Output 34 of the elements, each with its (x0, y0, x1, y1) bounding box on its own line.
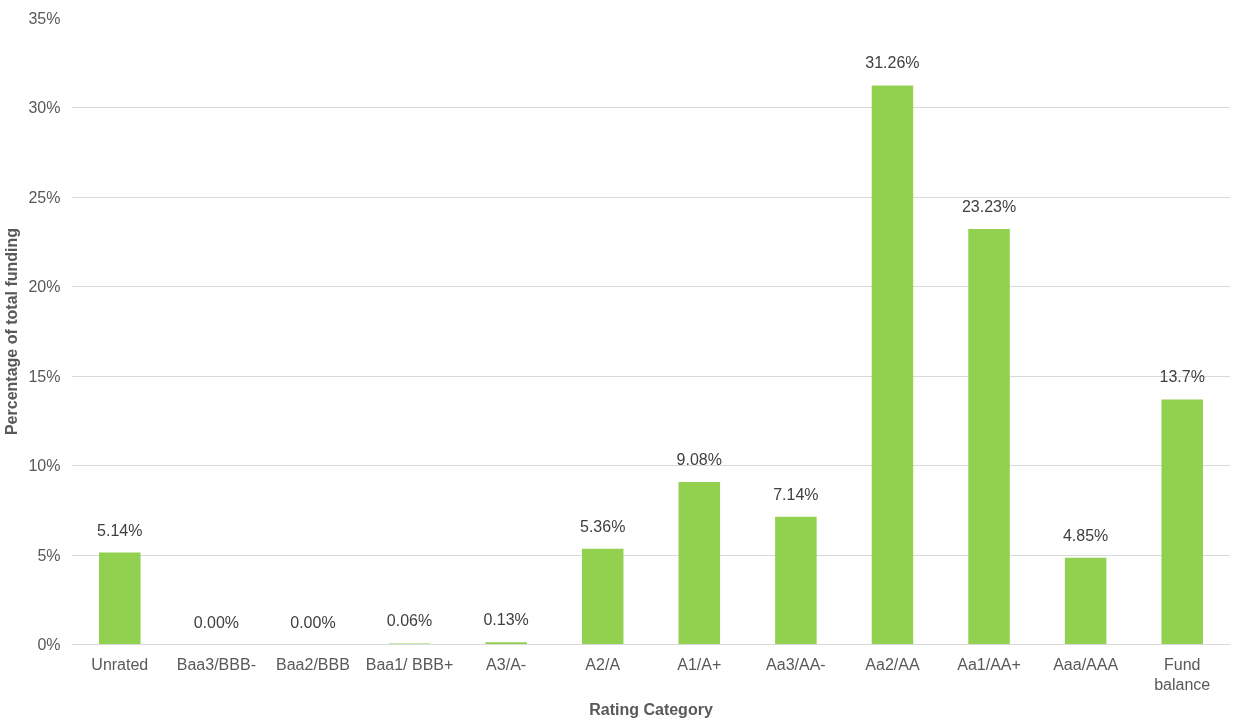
x-tick-label: Aa1/AA+ (957, 655, 1021, 673)
y-axis-title: Percentage of total funding (3, 227, 21, 436)
x-axis-title: Rating Category (589, 700, 713, 718)
data-label: 5.14% (97, 521, 143, 539)
y-tick-label: 0% (37, 636, 61, 653)
y-tick-label: 20% (28, 278, 61, 296)
data-label: 0.06% (386, 612, 433, 630)
x-tick-label: Aa2/AA (865, 655, 920, 673)
y-tick-label: 5% (37, 546, 61, 564)
x-tick-label: Aaa/AAA (1053, 655, 1119, 673)
x-tick-label: Baa1/ BBB+ (365, 655, 454, 673)
x-tick-label: Fund balance (1154, 655, 1211, 693)
x-tick-label: Baa3/BBB- (176, 655, 256, 673)
y-tick-label: 25% (28, 188, 61, 206)
y-tick-label: 35% (28, 10, 61, 27)
y-tick-label: 30% (28, 99, 61, 117)
x-tick-label: A1/A+ (677, 655, 722, 673)
x-tick-label: A2/A (585, 655, 621, 673)
y-tick-label: 15% (28, 367, 61, 385)
y-tick-label: 10% (28, 457, 61, 475)
x-tick-label: Aa3/AA- (766, 655, 826, 673)
data-label: 31.26% (865, 54, 920, 72)
data-label: 0.00% (290, 613, 336, 631)
data-label: 9.08% (676, 451, 722, 469)
data-label: 4.85% (1062, 526, 1109, 544)
x-tick-label: Baa2/BBB (276, 655, 350, 673)
data-label: 23.23% (961, 198, 1017, 216)
data-label: 13.7% (1159, 368, 1205, 386)
data-label: 0.13% (483, 611, 529, 629)
data-label: 0.00% (193, 613, 240, 631)
data-label: 5.36% (580, 517, 626, 535)
x-tick-label: A3/A- (486, 655, 527, 673)
x-tick-label: Unrated (91, 655, 149, 673)
data-label: 7.14% (773, 485, 819, 503)
